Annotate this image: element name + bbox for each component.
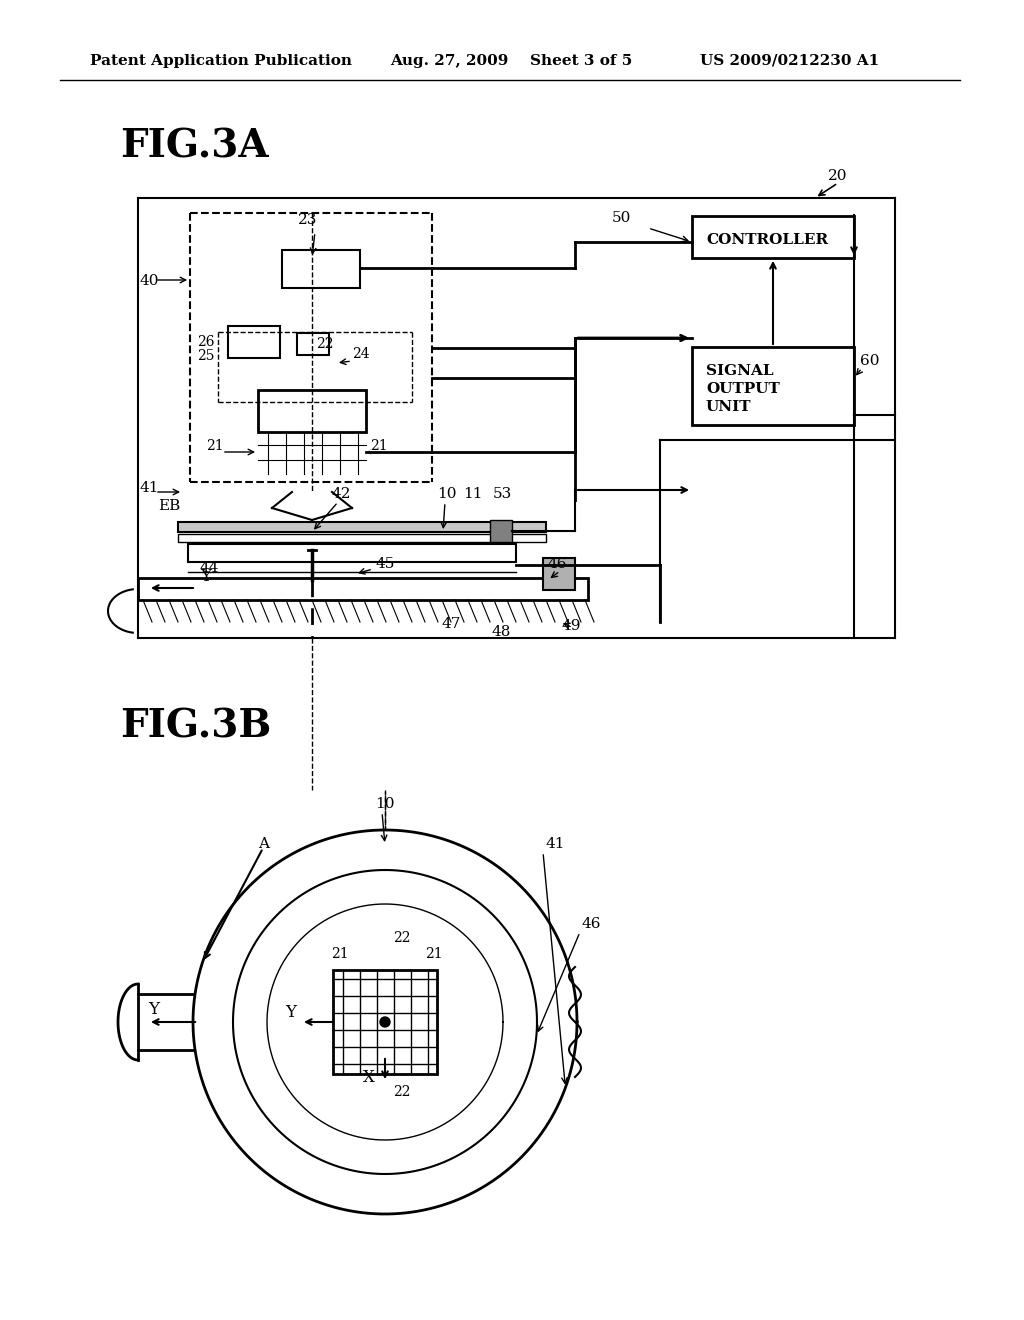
Text: 45: 45 [375,557,394,572]
Text: X: X [362,1069,375,1086]
Text: 21: 21 [370,440,388,453]
Text: 47: 47 [442,616,462,631]
Text: 11: 11 [463,487,482,502]
Text: Y: Y [148,1001,159,1018]
Bar [692,347,854,425]
Text: 50: 50 [612,211,632,224]
Text: 48: 48 [492,624,511,639]
Text: 22: 22 [393,1085,411,1100]
Text: 21: 21 [425,946,442,961]
Bar [138,578,588,601]
Text: Y: Y [200,568,211,585]
Text: EB: EB [158,499,180,513]
Bar [178,521,546,532]
Bar [490,520,512,543]
Text: US 2009/0212230 A1: US 2009/0212230 A1 [700,54,880,69]
Text: Y: Y [285,1005,296,1020]
Text: 24: 24 [352,347,370,360]
Text: 10: 10 [375,797,394,810]
Bar [692,216,854,257]
Text: 22: 22 [393,931,411,945]
Text: 44: 44 [200,561,219,576]
Text: 10: 10 [437,487,457,502]
Text: 40: 40 [140,275,160,288]
Text: CONTROLLER: CONTROLLER [706,234,828,247]
Text: 60: 60 [860,354,880,368]
Text: A: A [258,837,269,851]
Text: Patent Application Publication: Patent Application Publication [90,54,352,69]
Text: 26: 26 [197,335,214,348]
Text: UNIT: UNIT [706,400,752,414]
Bar [178,535,546,543]
Text: 41: 41 [140,480,160,495]
Bar [297,333,329,355]
Text: Sheet 3 of 5: Sheet 3 of 5 [530,54,632,69]
Text: OUTPUT: OUTPUT [706,381,779,396]
Circle shape [380,1016,390,1027]
Bar [258,389,366,432]
Text: Aug. 27, 2009: Aug. 27, 2009 [390,54,508,69]
Bar [228,326,280,358]
Text: 23: 23 [298,213,317,227]
Bar [282,249,360,288]
Text: 46: 46 [582,917,601,931]
Text: FIG.3B: FIG.3B [120,708,271,746]
Text: FIG.3A: FIG.3A [120,128,268,166]
Text: 49: 49 [562,619,582,634]
Text: 46: 46 [548,557,567,572]
Bar [188,544,516,562]
Text: 20: 20 [828,169,848,183]
Text: 21: 21 [206,440,223,453]
Text: SIGNAL: SIGNAL [706,364,773,378]
Text: 22: 22 [316,337,334,351]
Text: 53: 53 [493,487,512,502]
Text: 25: 25 [197,348,214,363]
Bar [543,558,575,590]
Text: 42: 42 [332,487,351,502]
Text: 41: 41 [545,837,564,851]
Text: 21: 21 [331,946,348,961]
Bar [333,970,437,1074]
